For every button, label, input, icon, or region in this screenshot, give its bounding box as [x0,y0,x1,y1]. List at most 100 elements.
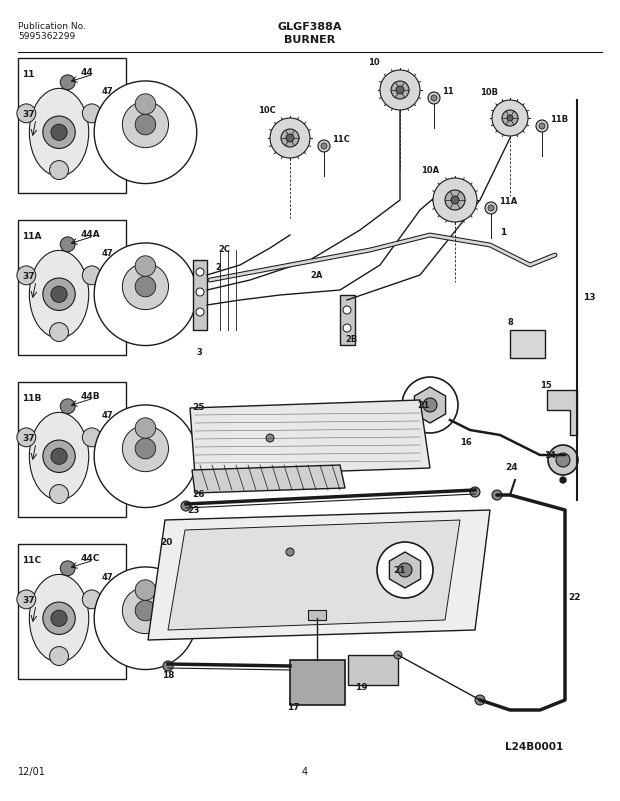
Text: 25: 25 [192,403,205,412]
Circle shape [377,542,433,598]
Circle shape [433,178,477,222]
Text: 10: 10 [368,58,379,67]
Circle shape [502,110,518,126]
Circle shape [135,115,156,135]
Text: 11: 11 [22,70,35,79]
Circle shape [122,102,169,147]
Circle shape [281,129,299,147]
Text: 2C: 2C [218,245,230,254]
Circle shape [122,587,169,634]
Circle shape [548,445,578,475]
Text: 10B: 10B [480,88,498,97]
Circle shape [122,264,169,310]
Text: 37: 37 [22,272,35,281]
Circle shape [396,86,404,94]
Bar [290,660,345,705]
Text: 11C: 11C [332,135,350,144]
Circle shape [470,487,480,497]
Circle shape [135,438,156,459]
Circle shape [60,74,75,90]
Text: 23: 23 [187,506,200,515]
Circle shape [50,485,68,504]
Circle shape [428,92,440,104]
Circle shape [196,268,204,276]
Circle shape [380,70,420,110]
Text: 20: 20 [160,538,172,547]
Text: 16: 16 [460,438,472,447]
Text: 18: 18 [162,671,174,680]
Text: 12/01: 12/01 [18,767,46,777]
Text: 19: 19 [355,683,368,692]
Text: 2B: 2B [345,335,357,344]
Circle shape [391,81,409,99]
Circle shape [51,610,67,626]
Ellipse shape [29,88,89,176]
Circle shape [43,278,75,311]
Circle shape [51,124,67,140]
Circle shape [94,405,197,508]
Circle shape [60,237,75,252]
Circle shape [135,276,156,297]
Bar [18,544,126,679]
Ellipse shape [29,574,89,662]
Circle shape [492,100,528,136]
Circle shape [94,243,197,345]
Text: 44A: 44A [81,230,100,239]
Bar [510,330,545,358]
Bar [18,220,126,355]
Bar [18,58,126,193]
Circle shape [135,94,156,115]
Circle shape [286,548,294,556]
Circle shape [135,600,156,621]
Text: 4: 4 [302,767,308,777]
Text: 17: 17 [287,703,299,712]
Circle shape [94,81,197,183]
Text: 3: 3 [196,348,202,357]
Text: 26: 26 [192,490,205,499]
Text: 37: 37 [22,596,35,606]
Circle shape [423,398,437,412]
Polygon shape [190,400,430,476]
Circle shape [556,453,570,467]
Text: 44: 44 [81,68,94,77]
Circle shape [17,590,36,609]
Circle shape [135,418,156,438]
Text: GLGF388A: GLGF388A [278,22,342,32]
Text: 11A: 11A [499,197,517,206]
Bar [308,610,326,620]
Circle shape [485,202,497,214]
Text: 21: 21 [392,566,405,575]
Circle shape [43,602,75,634]
Text: 13: 13 [583,293,595,302]
Text: L24B0001: L24B0001 [505,742,563,752]
Polygon shape [148,510,490,640]
Text: 37: 37 [22,434,35,443]
Circle shape [60,399,75,414]
Circle shape [163,661,173,671]
Circle shape [536,120,548,132]
Polygon shape [414,387,446,423]
Text: 22: 22 [568,593,580,602]
Circle shape [50,160,68,179]
Ellipse shape [29,413,89,500]
Text: 11C: 11C [22,556,41,565]
Polygon shape [340,295,355,345]
Circle shape [492,490,502,500]
Circle shape [51,448,67,465]
Circle shape [43,440,75,473]
Circle shape [122,425,169,472]
Circle shape [394,651,402,659]
Circle shape [398,563,412,577]
Circle shape [402,377,458,433]
Polygon shape [547,390,577,435]
Text: 5995362299: 5995362299 [18,32,75,41]
Circle shape [539,123,545,129]
Polygon shape [168,520,460,630]
Circle shape [50,646,68,666]
Text: 24: 24 [505,463,518,472]
Text: 11B: 11B [550,115,568,124]
Text: 2: 2 [215,263,221,272]
Bar [18,382,126,517]
Text: 47: 47 [102,249,113,258]
Circle shape [445,190,465,210]
